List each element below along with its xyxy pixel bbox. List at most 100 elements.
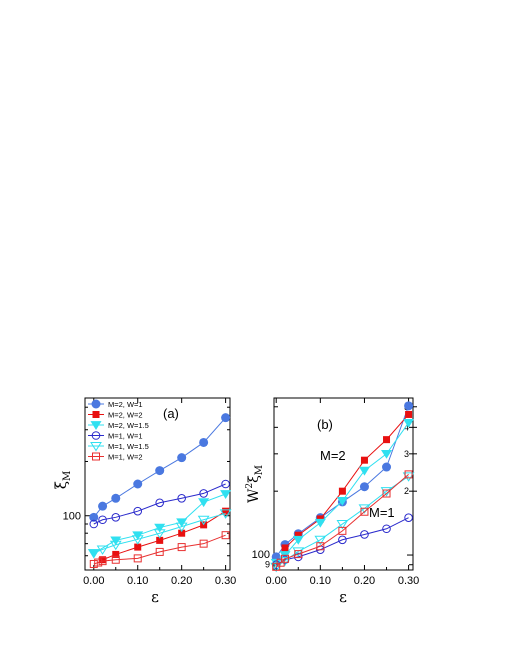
legend-marker [92,411,100,418]
legend-entry: M=2, W=2 [88,411,143,420]
y-tick-label: 100 [63,511,81,523]
data-point [403,418,415,428]
panel-label-a: (a) [163,406,179,421]
x-tick-label: 0.00 [265,575,286,587]
legend-entry: M=1, W=1 [88,431,143,441]
series-b-3 [271,513,413,570]
legend-entry: M=1, W=1.5 [88,442,149,452]
y-tick-label: 3 [404,449,409,459]
svg-text:ξM: ξM [52,471,73,490]
data-point [360,507,369,516]
data-point [219,509,232,519]
data-point [156,536,164,544]
x-tick-label: 0.10 [310,575,331,587]
data-point [133,479,143,489]
legend-marker [90,421,102,430]
data-point [314,535,327,546]
data-point [199,539,208,548]
data-point [336,497,348,506]
data-point [404,470,413,479]
series-b [270,401,415,573]
data-point [294,550,303,559]
panel-b: (b) ε W2ξM M=2 M=1 0.00 0.10 0.20 0.3091002… [245,397,419,606]
data-point [177,543,186,552]
series-b-5 [272,470,413,571]
data-point [382,462,392,472]
data-point [314,518,326,528]
y-axis-label-b: W2ξM [245,465,265,503]
data-point [338,535,347,545]
data-point [177,493,186,503]
data-point [360,456,368,464]
data-point [197,515,210,526]
data-point [131,535,144,545]
y-axis-label-b-greek: ξ [246,475,262,483]
x-tick-label: 0.00 [83,575,104,587]
ticks-b: 0.000.100.200.3091002345 [252,398,419,587]
data-point [199,489,208,498]
data-point [405,410,413,418]
series-line [93,534,226,565]
data-point [292,547,305,557]
data-point [109,540,122,551]
series-b-0 [271,401,414,562]
x-tick-label: 0.10 [127,575,148,587]
data-point [316,542,325,551]
x-axis-label-a: ε [151,588,159,606]
data-point [404,513,413,522]
data-point [155,466,165,476]
series-line [93,512,226,554]
x-tick-label: 0.30 [215,575,236,587]
data-point [175,522,188,533]
series-a-3 [89,479,230,529]
data-point [98,515,107,525]
legend-entry: M=2, W=1.5 [88,421,149,430]
x-tick-label: 0.20 [171,575,192,587]
data-point [177,453,187,463]
data-point [360,530,369,539]
data-point [155,498,164,508]
y-tick-label: 2 [404,486,409,496]
data-point [281,544,289,552]
data-point [404,401,414,411]
legend-marker [91,431,101,440]
series-b-2 [270,418,415,568]
legend-entry: M=2, W=1 [88,399,143,409]
panel-label-b: (b) [317,417,333,432]
y-axis-label-b-main: W [246,488,262,503]
legend-label: M=2, W=1.5 [108,421,149,430]
data-point [381,449,393,459]
svg-text:W2ξM: W2ξM [245,465,265,503]
series-a [87,413,232,568]
data-point [338,487,346,495]
data-point [358,466,370,476]
legend-entry: M=1, W=2 [88,452,143,462]
x-axis-label-b: ε [339,588,347,606]
data-point [98,557,107,566]
data-point [155,547,164,556]
x-tick-label: 0.20 [354,575,375,587]
data-point [178,529,186,537]
series-a-4 [87,509,232,559]
data-point [89,519,99,529]
data-point [222,507,230,515]
data-point [338,526,347,535]
data-point [153,529,166,539]
data-point [221,479,230,489]
data-point [112,550,120,558]
data-point [89,512,99,522]
y-axis-label-b-sup: 2 [245,483,255,489]
plot-frame-b [273,397,414,571]
data-point [89,559,98,568]
data-point [294,531,302,539]
legend-marker [92,452,100,461]
data-point [292,535,304,545]
series-a-5 [89,531,230,568]
plot-frame-a [84,397,231,571]
data-point [198,498,210,508]
legend-a: M=2, W=1M=2, W=2M=2, W=1.5M=1, W=1M=1, W… [88,399,149,462]
data-point [382,524,391,534]
data-point [111,493,121,503]
data-point [133,554,142,563]
